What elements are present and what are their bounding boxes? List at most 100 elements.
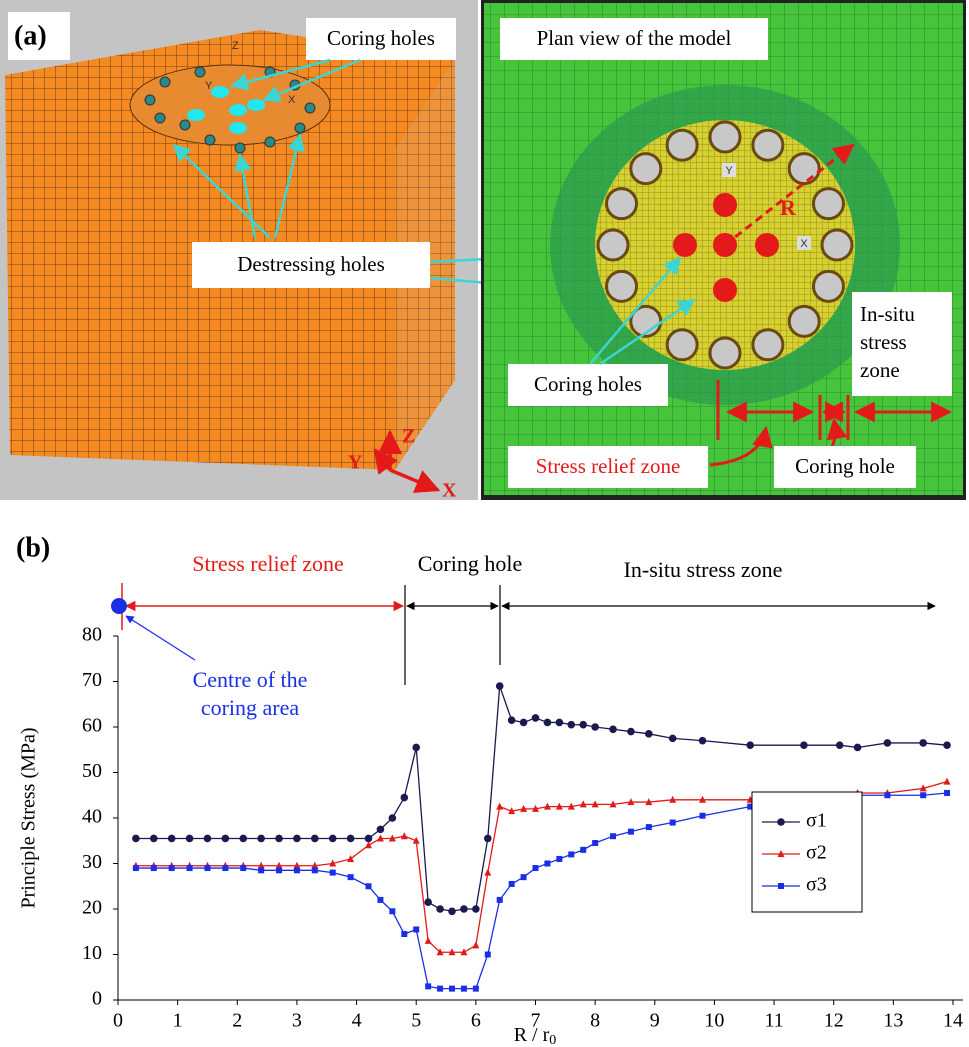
panel-a-right: Y X R Plan view of the model In-situ str… [481, 0, 966, 500]
point [579, 721, 587, 729]
point [187, 865, 193, 871]
point [461, 986, 467, 992]
coring-hole [211, 86, 229, 98]
destressing-hole [710, 122, 740, 152]
point [646, 824, 652, 830]
point [312, 867, 318, 873]
point [425, 983, 431, 989]
point [275, 835, 283, 843]
plan-title: Plan view of the model [537, 26, 732, 50]
point [567, 721, 575, 729]
point [257, 835, 265, 843]
point [746, 741, 754, 749]
point [448, 907, 456, 915]
point [329, 835, 337, 843]
point [556, 856, 562, 862]
y-tick-label: 60 [82, 715, 102, 737]
point [258, 867, 264, 873]
triad-axis: Y [348, 452, 363, 474]
y-tick-label: 70 [82, 669, 102, 691]
point [920, 792, 926, 798]
point [645, 730, 653, 738]
point [610, 833, 616, 839]
x-axis-label-sub: 0 [549, 1033, 556, 1047]
x-tick-label: 6 [471, 1010, 481, 1032]
point [496, 803, 503, 810]
point [366, 883, 372, 889]
point [239, 835, 247, 843]
y-tick-label: 10 [82, 942, 102, 964]
x-tick-label: 9 [650, 1010, 660, 1032]
annotation: coring area [201, 695, 300, 720]
destressing-hole [160, 77, 170, 87]
point [777, 818, 785, 826]
point [609, 725, 617, 733]
x-tick-label: 0 [113, 1010, 123, 1032]
point [778, 883, 784, 889]
point [521, 874, 527, 880]
destressing-hole [265, 137, 275, 147]
point [389, 814, 397, 822]
point [520, 719, 528, 727]
point [497, 897, 503, 903]
mesh-axis: Y [205, 80, 213, 92]
point [943, 741, 951, 749]
x-tick-label: 10 [704, 1010, 724, 1032]
point [699, 737, 707, 745]
x-axis-label: R / r0 [514, 1024, 557, 1047]
point [591, 723, 599, 731]
annotation: In-situ [860, 302, 915, 326]
point [473, 986, 479, 992]
point [293, 835, 301, 843]
plan-axis: X [800, 238, 808, 250]
point [627, 728, 635, 736]
y-tick-label: 30 [82, 851, 102, 873]
point [854, 744, 862, 752]
point [412, 744, 420, 752]
destressing-hole [667, 130, 697, 160]
x-tick-label: 14 [943, 1010, 963, 1032]
coring-hole [229, 122, 247, 134]
legend-label: σ2 [806, 842, 827, 864]
destressing-hole [667, 330, 697, 360]
destressing-hole [598, 230, 628, 260]
y-axis-label: Principle Stress (MPa) [18, 727, 40, 908]
point [669, 735, 677, 743]
destressing-hole [145, 95, 155, 105]
point [484, 835, 492, 843]
x-axis-label-main: R / r [514, 1024, 550, 1046]
x-tick-label: 5 [411, 1010, 421, 1032]
point [425, 937, 432, 944]
coring-hole [755, 233, 779, 257]
point [222, 865, 228, 871]
point [532, 714, 540, 722]
point [884, 739, 892, 747]
x-tick-label: 2 [232, 1010, 242, 1032]
destressing-hole [789, 154, 819, 184]
annotation: zone [860, 358, 900, 382]
point [496, 682, 504, 690]
point [472, 905, 480, 913]
point [485, 952, 491, 958]
point [509, 881, 515, 887]
y-tick-label: 20 [82, 897, 102, 919]
triad-axis: X [442, 480, 457, 502]
annotation: Coring hole [795, 454, 895, 478]
annotation: Destressing holes [237, 252, 385, 276]
point [533, 865, 539, 871]
point [204, 835, 212, 843]
point [472, 941, 479, 948]
destressing-hole [822, 230, 852, 260]
point [592, 840, 598, 846]
destressing-hole [813, 189, 843, 219]
destressing-hole [195, 67, 205, 77]
destressing-hole [205, 135, 215, 145]
point [544, 861, 550, 867]
point [400, 794, 408, 802]
point [330, 870, 336, 876]
y-tick-label: 0 [92, 988, 102, 1010]
annotation: Stress relief zone [536, 454, 681, 478]
point [401, 931, 407, 937]
destressing-hole [295, 123, 305, 133]
point [348, 874, 354, 880]
